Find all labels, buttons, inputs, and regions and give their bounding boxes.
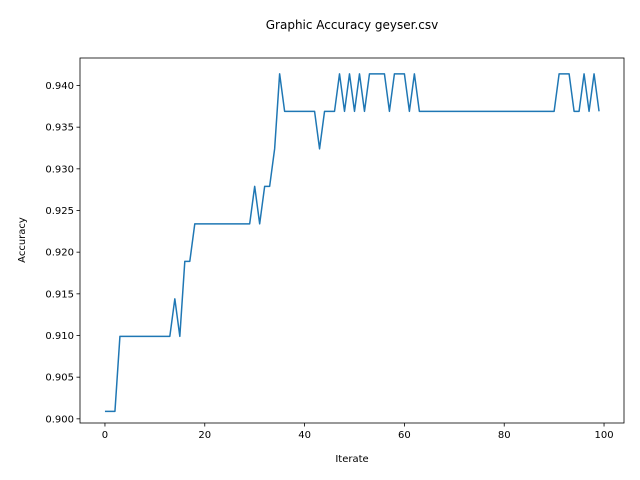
y-tick-label: 0.935 — [45, 123, 74, 134]
x-tick-label: 100 — [594, 430, 613, 441]
x-tick-label: 60 — [398, 430, 411, 441]
x-tick-label: 80 — [498, 430, 511, 441]
x-tick-label: 0 — [102, 430, 108, 441]
y-tick-label: 0.930 — [45, 164, 74, 175]
x-axis-label: Iterate — [335, 454, 368, 465]
y-tick-label: 0.915 — [45, 289, 74, 300]
y-tick-label: 0.910 — [45, 331, 74, 342]
chart-title: Graphic Accuracy geyser.csv — [266, 18, 439, 32]
series-line-0 — [104, 73, 600, 413]
axes-frame — [79, 57, 625, 424]
x-tick-label: 40 — [298, 430, 311, 441]
y-axis-label: Accuracy — [17, 217, 28, 263]
plot-area — [104, 73, 600, 413]
y-tick-label: 0.925 — [45, 206, 74, 217]
x-tick-label: 20 — [198, 430, 211, 441]
y-tick-label: 0.900 — [45, 414, 74, 425]
y-tick-label: 0.920 — [45, 248, 74, 259]
y-tick-label: 0.940 — [45, 81, 74, 92]
y-tick-label: 0.905 — [45, 373, 74, 384]
x-axis-ticks: 0 20 40 60 80 100 — [102, 423, 614, 441]
y-axis-ticks: 0.900 0.905 0.910 0.915 0.920 0.925 0.930 0.935… — [45, 81, 80, 425]
